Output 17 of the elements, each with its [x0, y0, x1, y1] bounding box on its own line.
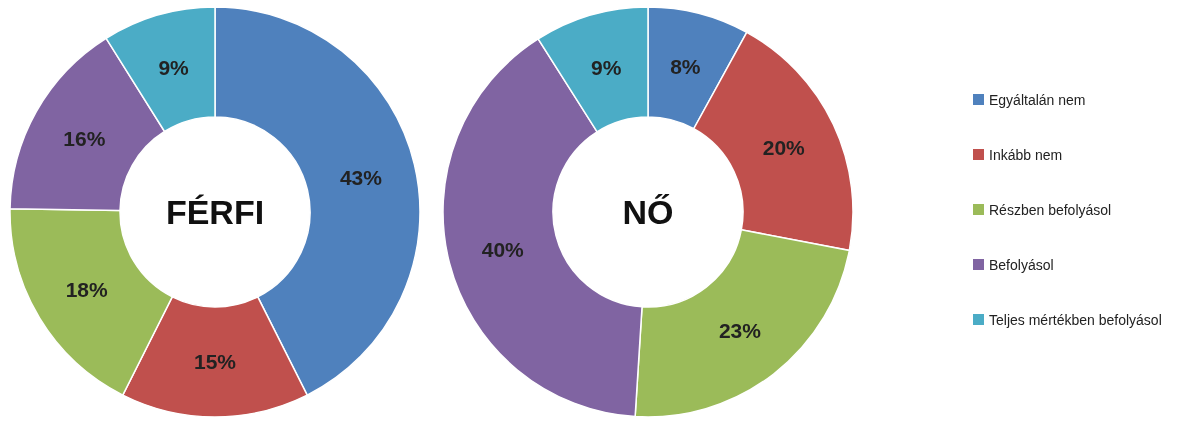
text: NŐ — [622, 192, 674, 231]
legend-label: Részben befolyásol — [989, 201, 1112, 218]
data-label: 18% — [65, 278, 109, 302]
data-label: 9% — [158, 56, 190, 80]
data-label: 16% — [63, 126, 106, 150]
data-label: 20% — [762, 136, 806, 160]
data-label: 23% — [718, 318, 762, 342]
data-label: 8% — [670, 55, 701, 79]
text: FÉRFI — [165, 192, 265, 231]
legend-label: Egyáltalán nem — [989, 91, 1086, 108]
legend-label: Befolyásol — [989, 256, 1054, 273]
data-label: 43% — [339, 165, 383, 189]
data-label: 40% — [481, 237, 525, 261]
data-label: 9% — [590, 56, 622, 80]
legend-label: Teljes mértékben befolyásol — [989, 311, 1162, 328]
data-label: 15% — [193, 350, 237, 374]
legend-label: Inkább nem — [989, 146, 1063, 163]
